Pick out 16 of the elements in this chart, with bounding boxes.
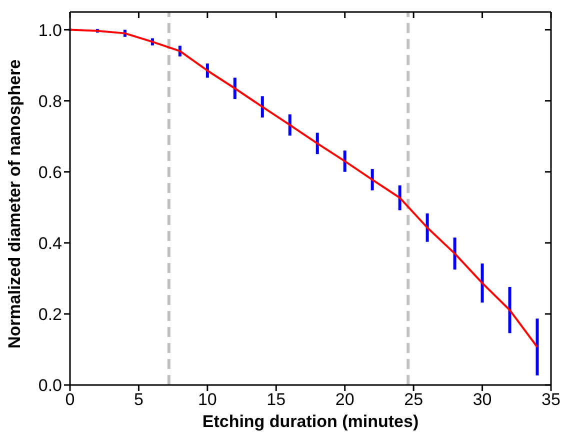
x-tick-label: 25 [404,390,424,410]
x-tick-label: 20 [335,390,354,410]
x-tick-label: 15 [266,390,286,410]
y-tick-label: 1.0 [38,20,62,40]
x-tick-label: 35 [542,390,560,410]
x-tick-label: 30 [472,390,492,410]
y-tick-label: 0.4 [38,234,62,253]
x-tick-label: 5 [134,390,144,410]
y-tick-label: 0.6 [38,162,62,182]
y-tick-label: 0.8 [38,92,62,111]
x-tick-label: 0 [65,390,75,410]
y-tick-label: 0.2 [38,304,62,324]
x-tick-label: 10 [198,390,217,410]
y-tick-label: 0.0 [38,376,62,396]
x-axis-title: Etching duration (minutes) [202,412,419,431]
y-axis-title: Normalized diameter of nanosphere [5,59,24,348]
